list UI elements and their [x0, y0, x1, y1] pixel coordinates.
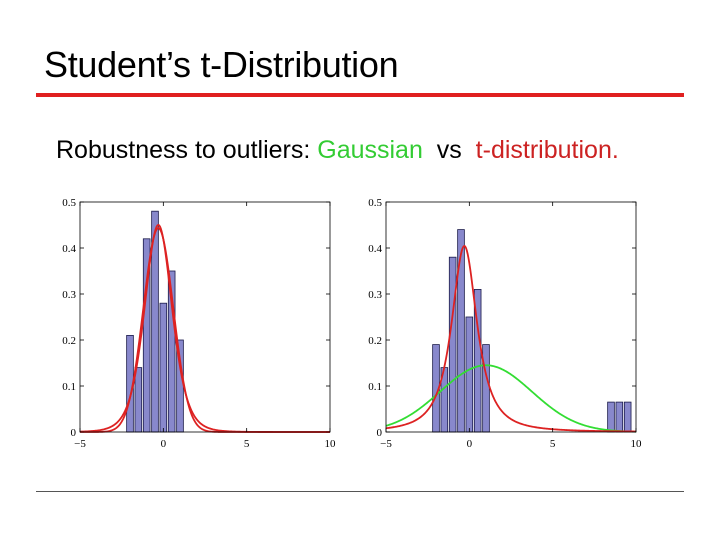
x-tick-label: −5	[380, 438, 392, 450]
axes-frame	[79, 201, 331, 433]
y-tick-label: 0.4	[62, 243, 76, 255]
y-tick-label: 0.1	[62, 381, 76, 393]
y-tick-label: 0.1	[368, 381, 382, 393]
t-distribution-fit-curve	[79, 223, 330, 433]
bottom-divider	[36, 491, 684, 492]
histogram-bar	[482, 344, 490, 433]
y-tick-label: 0.5	[368, 197, 382, 209]
x-tick-label: −5	[74, 438, 86, 450]
axes-frame	[385, 201, 637, 433]
histogram-bar	[457, 229, 465, 433]
x-tick-label: 0	[161, 438, 167, 450]
histogram-bar	[159, 302, 168, 433]
subtitle-t-distribution: t-distribution.	[475, 136, 619, 164]
gaussian-fit-curve	[80, 227, 330, 433]
histogram-bar	[465, 316, 474, 433]
x-tick-label: 5	[550, 438, 556, 450]
y-tick-label: 0	[377, 427, 383, 439]
x-tick-label: 10	[325, 438, 337, 450]
subtitle-vs: vs	[422, 136, 476, 164]
y-tick-label: 0.5	[62, 197, 76, 209]
histogram-bar	[615, 401, 624, 433]
histogram-bar	[623, 401, 632, 433]
y-tick-label: 0.3	[62, 289, 76, 301]
histogram-bar	[607, 401, 615, 433]
slide-subtitle: Robustness to outliers: Gaussian vs t-di…	[56, 136, 619, 165]
t-distribution-fit-curve	[385, 244, 636, 433]
x-tick-label: 0	[467, 438, 473, 450]
subtitle-gaussian: Gaussian	[317, 136, 423, 164]
subtitle-prefix: Robustness to outliers:	[56, 136, 318, 164]
y-tick-label: 0.2	[62, 335, 76, 347]
plot-right-svg: 00.10.20.30.40.5−5 0 5 10	[368, 197, 643, 450]
gaussian-fit-curve	[385, 364, 637, 433]
y-tick-label: 0.4	[368, 243, 382, 255]
histogram-bar	[134, 367, 143, 433]
x-tick-label: 5	[244, 438, 250, 450]
plot-left-svg: 00.10.20.30.40.5−5 0 5 10	[62, 197, 337, 450]
y-tick-label: 0.3	[368, 289, 382, 301]
histogram-bar	[448, 256, 457, 433]
y-tick-label: 0.2	[368, 335, 382, 347]
histogram-plot-with-outliers: 0 0.1 0.2 0.3 0.4 0.5 −5 0 5 10	[356, 190, 646, 460]
y-tick-label: 0	[71, 427, 77, 439]
title-underline	[36, 93, 684, 97]
histogram-plot-without-outliers: 0 0.1 0.2 0.3 0.4 0.5 −5 0 5 10	[50, 190, 340, 460]
slide-title: Student’s t-Distribution	[44, 44, 399, 85]
x-tick-label: 10	[631, 438, 643, 450]
